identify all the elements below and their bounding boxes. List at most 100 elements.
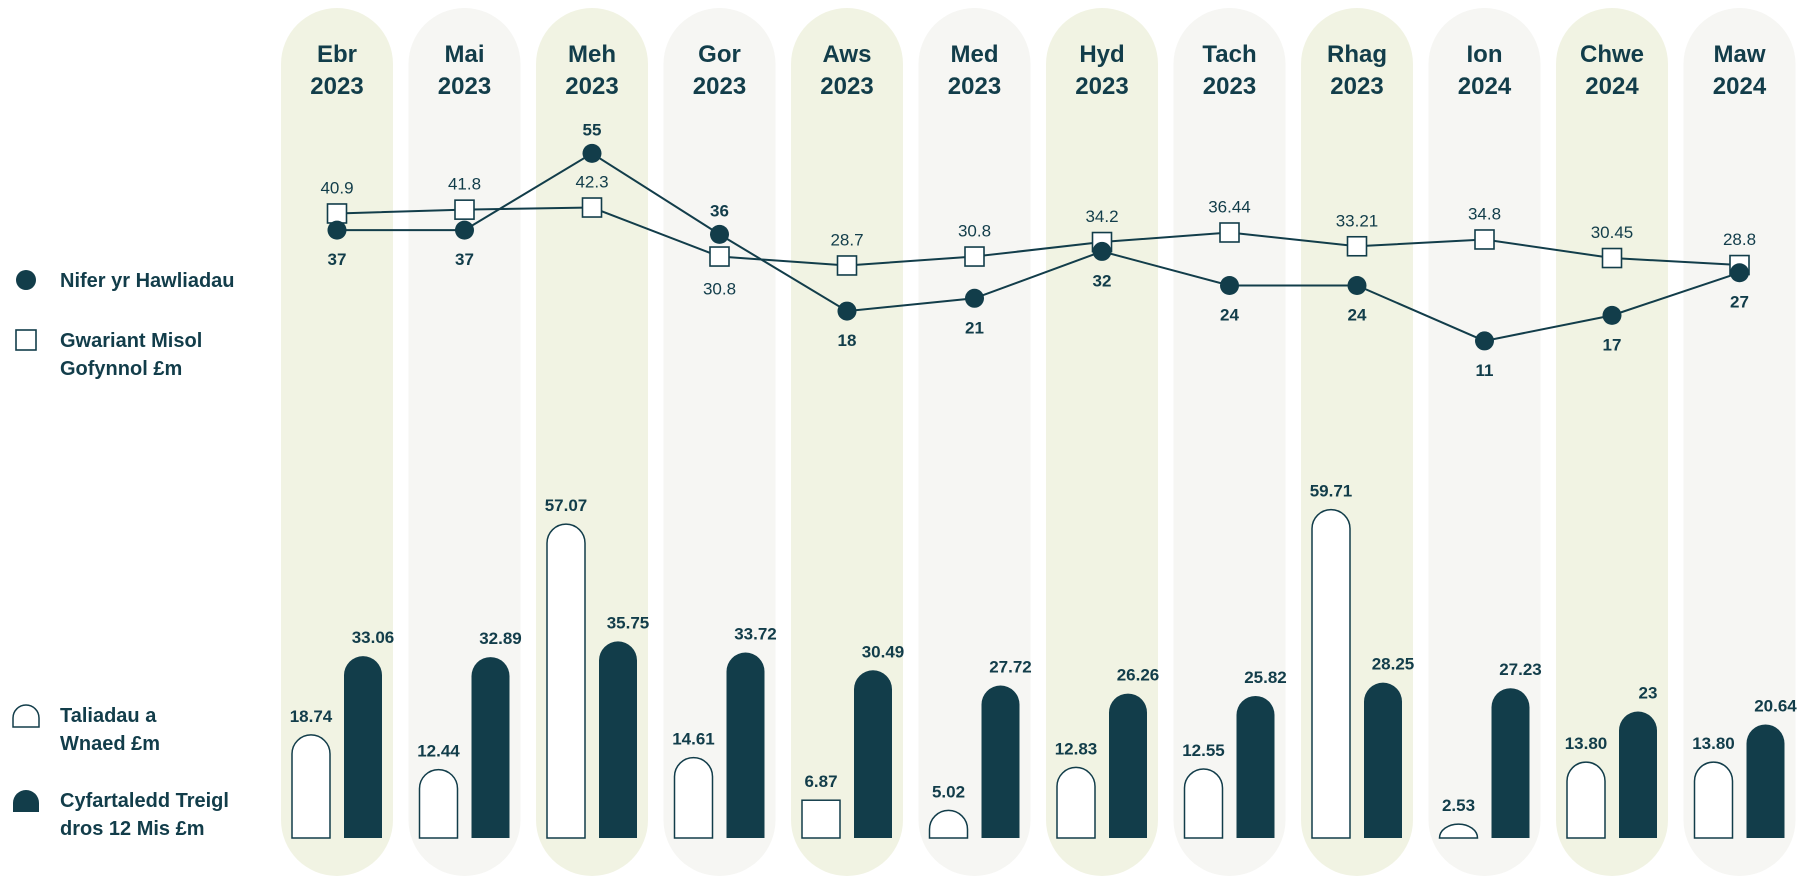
- rolling-average-bar: [599, 641, 637, 838]
- spend-value-label: 33.21: [1336, 211, 1379, 230]
- claims-point: [1602, 305, 1622, 325]
- legend-label: dros 12 Mis £m: [60, 818, 205, 840]
- month-year-label: 2023: [1203, 73, 1256, 100]
- month-year-label: 2023: [948, 73, 1001, 100]
- rolling-average-bar: [471, 657, 510, 838]
- month-name-label: Hyd: [1079, 41, 1124, 68]
- rolling-average-bar: [344, 656, 382, 838]
- claims-value-label: 36: [710, 201, 729, 220]
- payments-bar: [1693, 761, 1734, 839]
- rolling-average-value-label: 33.72: [734, 625, 777, 644]
- rolling-average-value-label: 27.72: [989, 658, 1032, 677]
- legend-solid-bar-marker: [13, 790, 39, 812]
- month-name-label: Maw: [1713, 41, 1765, 68]
- legend-label: Taliadau a: [60, 705, 157, 727]
- payments-value-label: 12.55: [1182, 741, 1225, 760]
- claims-point: [710, 224, 729, 244]
- claims-point: [327, 220, 347, 240]
- rolling-average-value-label: 27.23: [1499, 660, 1542, 679]
- rolling-average-bar: [1491, 688, 1530, 838]
- claims-point: [1092, 241, 1112, 261]
- rolling-average-bar: [1364, 682, 1402, 838]
- claims-point: [837, 301, 857, 321]
- month-name-label: Chwe: [1580, 41, 1644, 68]
- spend-point: [709, 246, 730, 267]
- payments-value-label: 2.53: [1442, 796, 1475, 815]
- month-name-label: Mai: [444, 41, 484, 68]
- month-column: [1683, 8, 1796, 876]
- month-year-label: 2024: [1585, 73, 1639, 100]
- rolling-average-value-label: 23: [1639, 684, 1658, 703]
- rolling-average-bar: [726, 652, 765, 838]
- spend-point: [1346, 235, 1368, 257]
- payments-value-label: 6.87: [804, 772, 837, 791]
- rolling-average-bar: [1109, 693, 1147, 838]
- month-year-label: 2023: [438, 73, 491, 100]
- month-column: [791, 8, 903, 876]
- spend-point: [964, 246, 985, 267]
- payments-bar: [1056, 766, 1096, 839]
- claims-value-label: 24: [1220, 306, 1239, 325]
- month-name-label: Ebr: [317, 41, 357, 68]
- spend-value-label: 34.2: [1085, 207, 1118, 226]
- month-column: [918, 8, 1031, 876]
- payments-value-label: 18.74: [290, 707, 333, 726]
- payments-value-label: 14.61: [672, 730, 715, 749]
- payments-value-label: 5.02: [932, 782, 965, 801]
- legend-label: Nifer yr Hawliadau: [60, 270, 235, 292]
- legend-label: Cyfartaledd Treigl: [60, 790, 229, 812]
- month-year-label: 2023: [1330, 73, 1383, 100]
- month-name-label: Gor: [698, 41, 741, 68]
- payments-bar: [291, 734, 331, 839]
- month-name-label: Tach: [1202, 41, 1256, 68]
- rolling-average-value-label: 26.26: [1117, 666, 1160, 685]
- month-name-label: Rhag: [1327, 41, 1387, 68]
- legend-square-marker: [15, 329, 37, 351]
- claims-line: [337, 152, 1740, 342]
- rolling-average-value-label: 28.25: [1372, 655, 1415, 674]
- rolling-average-value-label: 32.89: [479, 629, 522, 648]
- spend-value-label: 40.9: [320, 178, 353, 197]
- spend-point: [1219, 222, 1240, 243]
- month-year-label: 2023: [1075, 73, 1128, 100]
- legend-label: Gofynnol £m: [60, 358, 182, 380]
- rolling-average-value-label: 25.82: [1244, 668, 1287, 687]
- spend-point: [1601, 247, 1623, 269]
- payments-bar: [928, 809, 969, 839]
- legend-label: Wnaed £m: [60, 733, 160, 755]
- payments-bar: [801, 799, 841, 839]
- rolling-average-bar: [854, 670, 892, 838]
- payments-value-label: 12.83: [1055, 739, 1098, 758]
- claims-point: [1475, 331, 1494, 351]
- month-name-label: Aws: [823, 41, 872, 68]
- month-year-label: 2024: [1713, 73, 1767, 100]
- rolling-average-value-label: 20.64: [1754, 696, 1797, 715]
- payments-bar: [1566, 761, 1606, 839]
- rolling-average-bar: [981, 685, 1020, 838]
- payments-bar: [1438, 823, 1479, 839]
- claims-value-label: 24: [1348, 306, 1367, 325]
- rolling-average-bar: [1746, 724, 1785, 838]
- legend-circle-marker: [16, 270, 36, 290]
- rolling-average-value-label: 33.06: [352, 628, 395, 647]
- spend-value-label: 28.7: [830, 230, 863, 249]
- spend-value-label: 30.45: [1591, 223, 1634, 242]
- payments-bar: [1183, 768, 1224, 839]
- claims-value-label: 37: [328, 250, 347, 269]
- month-columns: [281, 8, 1796, 876]
- legend-label: Gwariant Misol: [60, 330, 202, 352]
- claims-value-label: 18: [838, 331, 857, 350]
- spend-value-label: 34.8: [1468, 204, 1501, 223]
- payments-bar: [673, 756, 714, 839]
- legend: Nifer yr Hawliadau Gwariant Misol Gofynnol…: [12, 270, 235, 840]
- spend-line: [336, 206, 1740, 267]
- month-column: [1428, 8, 1541, 876]
- claims-value-label: 27: [1730, 293, 1749, 312]
- line-series: 40.9 41.8 42.3 30.8 28.7 30.8 34.2 36.44 33.21 34…: [320, 120, 1756, 380]
- spend-point: [1474, 229, 1495, 250]
- claims-point: [455, 220, 474, 240]
- month-labels: Ebr 2023 Mai 2023 Meh 2023 Gor 2023 Aws 2023 Med 20…: [310, 41, 1767, 100]
- payments-value-label: 13.80: [1692, 734, 1735, 753]
- spend-value-label: 28.8: [1723, 230, 1756, 249]
